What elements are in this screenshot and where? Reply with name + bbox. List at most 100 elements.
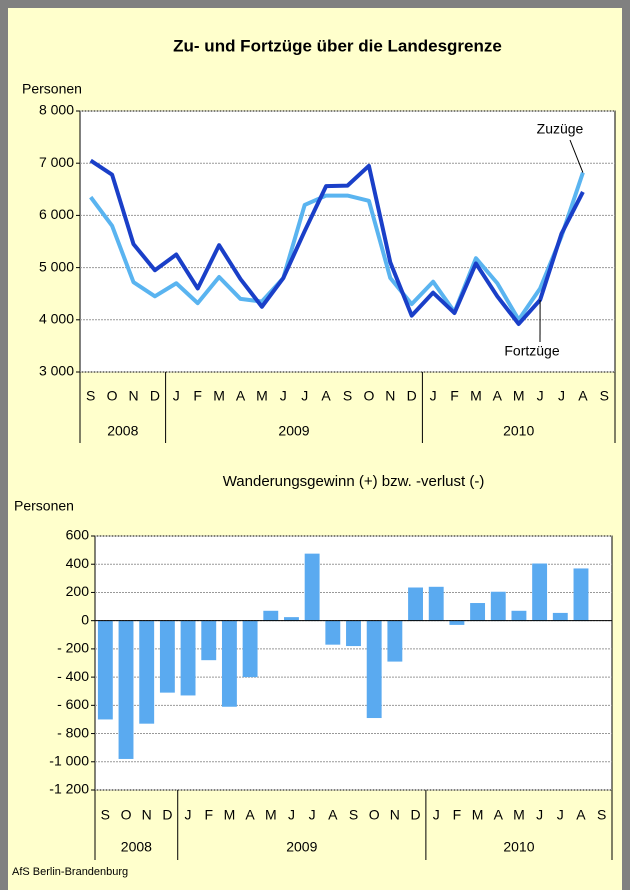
series-label: Fortzüge [504, 343, 559, 359]
bar [305, 554, 320, 621]
bar [449, 621, 464, 625]
x-tick-label: N [142, 807, 152, 823]
x-tick-label: S [101, 807, 110, 823]
plot-area [80, 111, 615, 372]
x-tick-label: J [288, 807, 295, 823]
x-tick-label: J [536, 807, 543, 823]
y-axis-label: Personen [22, 81, 82, 97]
x-tick-label: F [453, 807, 462, 823]
x-group-label: 2008 [121, 839, 152, 855]
bar [160, 621, 175, 693]
x-tick-label: S [597, 807, 606, 823]
bar [119, 621, 134, 759]
x-tick-label: A [493, 388, 503, 404]
bar [346, 621, 361, 646]
x-tick-label: J [280, 388, 287, 404]
y-tick-label: 7 000 [39, 154, 74, 170]
x-tick-label: A [576, 807, 586, 823]
bar [511, 611, 526, 621]
x-group-label: 2010 [503, 423, 534, 439]
bar [367, 621, 382, 718]
y-tick-label: - 400 [57, 668, 89, 684]
y-tick-label: -1 200 [49, 781, 89, 797]
y-tick-label: -1 000 [49, 752, 89, 768]
y-tick-label: 5 000 [39, 258, 74, 274]
bar [470, 603, 485, 621]
bar [98, 621, 113, 720]
y-tick-label: 400 [66, 555, 90, 571]
x-tick-label: M [213, 388, 225, 404]
x-group-label: 2008 [107, 423, 138, 439]
bar [429, 587, 444, 621]
y-tick-label: 8 000 [39, 102, 74, 118]
y-tick-label: 4 000 [39, 311, 74, 327]
x-tick-label: S [86, 388, 95, 404]
x-tick-label: J [309, 807, 316, 823]
x-tick-label: N [390, 807, 400, 823]
y-tick-label: 200 [66, 583, 90, 599]
y-tick-label: 6 000 [39, 206, 74, 222]
y-axis-label: Personen [14, 498, 74, 514]
bar [408, 588, 423, 621]
x-tick-label: M [472, 807, 484, 823]
bar [491, 592, 506, 621]
x-tick-label: O [107, 388, 118, 404]
x-tick-label: F [193, 388, 202, 404]
x-tick-label: N [385, 388, 395, 404]
bar [222, 621, 237, 707]
x-tick-label: J [558, 388, 565, 404]
x-tick-label: N [128, 388, 138, 404]
bar [139, 621, 154, 724]
x-tick-label: J [185, 807, 192, 823]
x-tick-label: J [433, 807, 440, 823]
x-tick-label: M [265, 807, 277, 823]
x-tick-label: A [245, 807, 255, 823]
x-tick-label: A [321, 388, 331, 404]
x-tick-label: S [343, 388, 352, 404]
x-tick-label: O [369, 807, 380, 823]
x-tick-label: S [600, 388, 609, 404]
x-group-label: 2010 [503, 839, 534, 855]
bar [181, 621, 196, 696]
bar [574, 568, 589, 620]
x-tick-label: M [470, 388, 482, 404]
x-tick-label: A [578, 388, 588, 404]
x-tick-label: O [363, 388, 374, 404]
x-tick-label: J [537, 388, 544, 404]
y-tick-label: - 800 [57, 724, 89, 740]
x-tick-label: J [173, 388, 180, 404]
x-tick-label: M [256, 388, 268, 404]
x-tick-label: D [410, 807, 420, 823]
x-tick-label: S [349, 807, 358, 823]
x-tick-label: D [150, 388, 160, 404]
y-tick-label: 600 [66, 527, 90, 543]
x-tick-label: F [204, 807, 213, 823]
bar [284, 617, 299, 621]
x-tick-label: J [557, 807, 564, 823]
x-tick-label: J [301, 388, 308, 404]
x-tick-label: O [121, 807, 132, 823]
x-tick-label: A [236, 388, 246, 404]
bar [263, 611, 278, 621]
y-tick-label: 3 000 [39, 363, 74, 379]
y-tick-label: 0 [81, 611, 89, 627]
x-group-label: 2009 [278, 423, 309, 439]
series-label: Zuzüge [537, 121, 584, 137]
x-tick-label: M [224, 807, 236, 823]
chart-title: Zu- und Fortzüge über die Landesgrenze [173, 36, 502, 55]
x-tick-label: A [494, 807, 504, 823]
x-tick-label: M [513, 807, 525, 823]
x-tick-label: D [162, 807, 172, 823]
bar [553, 613, 568, 621]
y-tick-label: - 600 [57, 696, 89, 712]
footer: AfS Berlin-Brandenburg [12, 866, 128, 878]
bar [201, 621, 216, 661]
x-tick-label: J [430, 388, 437, 404]
x-tick-label: F [450, 388, 459, 404]
bar [243, 621, 258, 677]
x-group-label: 2009 [286, 839, 317, 855]
y-tick-label: - 200 [57, 640, 89, 656]
bar [532, 564, 547, 621]
bar [325, 621, 340, 645]
